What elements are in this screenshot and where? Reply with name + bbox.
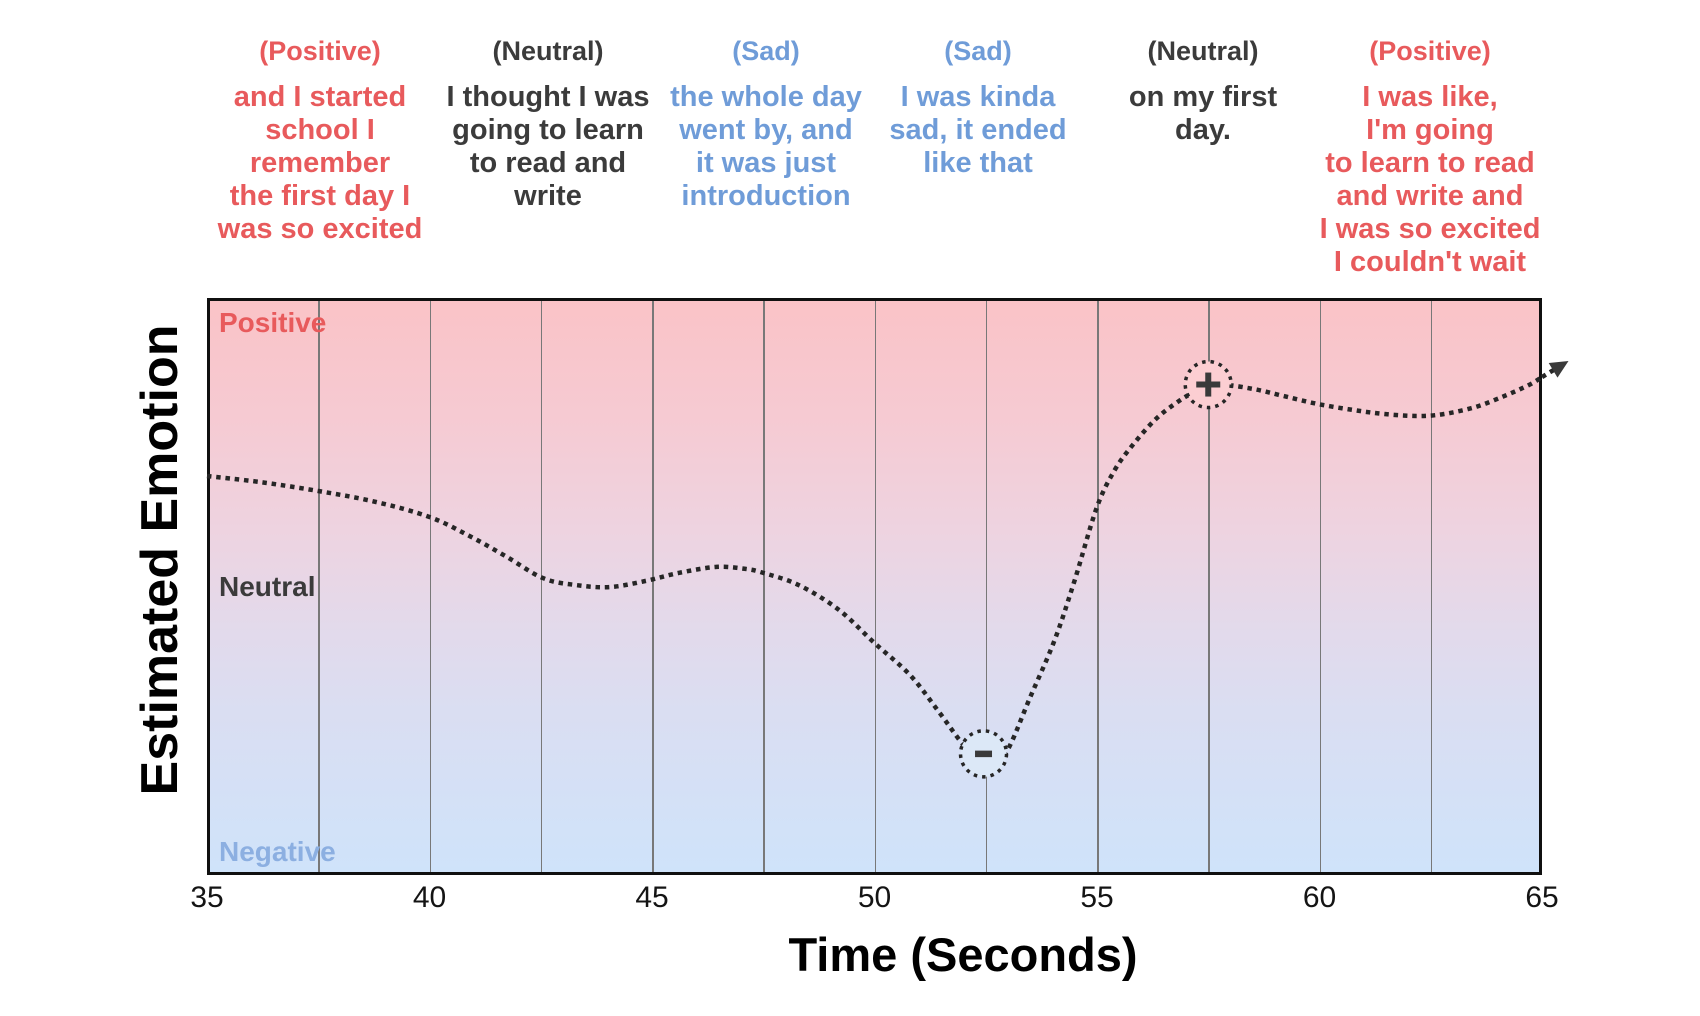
sentiment-label: (Positive) xyxy=(1369,36,1491,66)
transcript-line: I'm going xyxy=(1366,114,1494,146)
transcript-line: write xyxy=(514,180,582,212)
trend-arrow-head-icon xyxy=(1548,361,1569,378)
sentiment-label: (Sad) xyxy=(732,36,800,66)
y-axis-title: Estimated Emotion xyxy=(131,324,189,796)
transcript-line: was so excited xyxy=(217,213,423,245)
region-label-positive: Positive xyxy=(219,307,327,338)
gridline xyxy=(874,301,876,872)
gridline xyxy=(540,301,543,872)
transcript-line: and I started xyxy=(233,81,407,113)
transcript-line: to learn to read xyxy=(1325,147,1535,179)
sentiment-label: (Neutral) xyxy=(1147,36,1259,66)
transcript-line: I was kinda xyxy=(900,81,1056,113)
transcript-line: like that xyxy=(923,147,1033,179)
transcript-annotation-neutral: (Neutral) I thought I was going to learn to… xyxy=(388,36,708,213)
sentiment-label: (Positive) xyxy=(259,36,381,66)
x-tick-label: 45 xyxy=(635,881,669,914)
gridline xyxy=(1097,301,1099,872)
transcript-line: day. xyxy=(1175,114,1231,146)
x-tick-label: 55 xyxy=(1080,881,1114,914)
transcript-line: going to learn xyxy=(452,114,644,146)
transcript-annotation-positive: (Positive) I was like, I'm going to learn t… xyxy=(1270,36,1590,279)
region-label-negative: Negative xyxy=(219,836,336,867)
transcript-line: I thought I was xyxy=(446,81,650,113)
gridline xyxy=(429,301,431,872)
gridline xyxy=(318,301,320,872)
transcript-line: on my first xyxy=(1128,81,1278,113)
sentiment-label: (Sad) xyxy=(944,36,1012,66)
transcript-line: I couldn't wait xyxy=(1333,246,1527,278)
transcript-line: I was so excited xyxy=(1319,213,1541,245)
sentiment-label: (Neutral) xyxy=(492,36,604,66)
transcript-line: it was just xyxy=(695,147,837,179)
gridline xyxy=(763,301,765,872)
transcript-line: the first day I xyxy=(229,180,411,212)
transcript-line: school I xyxy=(265,114,375,146)
transcript-annotation-sad: (Sad) I was kinda sad, it ended like that xyxy=(818,36,1138,180)
x-tick-label: 50 xyxy=(857,881,892,914)
x-tick-label: 65 xyxy=(1525,881,1559,914)
transcript-annotation-sad: (Sad) the whole day went by, and it was jus… xyxy=(606,36,926,213)
transcript-annotation-neutral: (Neutral) on my first day. xyxy=(1043,36,1363,147)
transcript-line: went by, and xyxy=(679,114,853,146)
x-axis-title: Time (Seconds) xyxy=(788,928,1138,981)
gridline xyxy=(652,301,654,872)
transcript-line: to read and xyxy=(469,147,627,179)
gridline xyxy=(985,301,988,872)
gridline xyxy=(1319,301,1321,872)
region-label-neutral: Neutral xyxy=(219,570,316,602)
transcript-line: sad, it ended xyxy=(889,114,1067,146)
x-tick-label: 60 xyxy=(1302,881,1337,914)
transcript-line: introduction xyxy=(681,180,851,212)
transcript-line: I was like, xyxy=(1362,81,1498,113)
x-tick-label: 35 xyxy=(190,881,224,914)
transcript-line: the whole day xyxy=(670,81,862,113)
x-tick-label: 40 xyxy=(412,881,447,914)
transcript-line: remember xyxy=(249,147,391,179)
trend-arrow-tail xyxy=(1540,367,1556,379)
gridline xyxy=(1208,301,1210,872)
plot-area: Positive Neutral Negative xyxy=(207,298,1542,875)
transcript-line: and write and xyxy=(1336,180,1524,212)
gridline xyxy=(1430,301,1433,872)
